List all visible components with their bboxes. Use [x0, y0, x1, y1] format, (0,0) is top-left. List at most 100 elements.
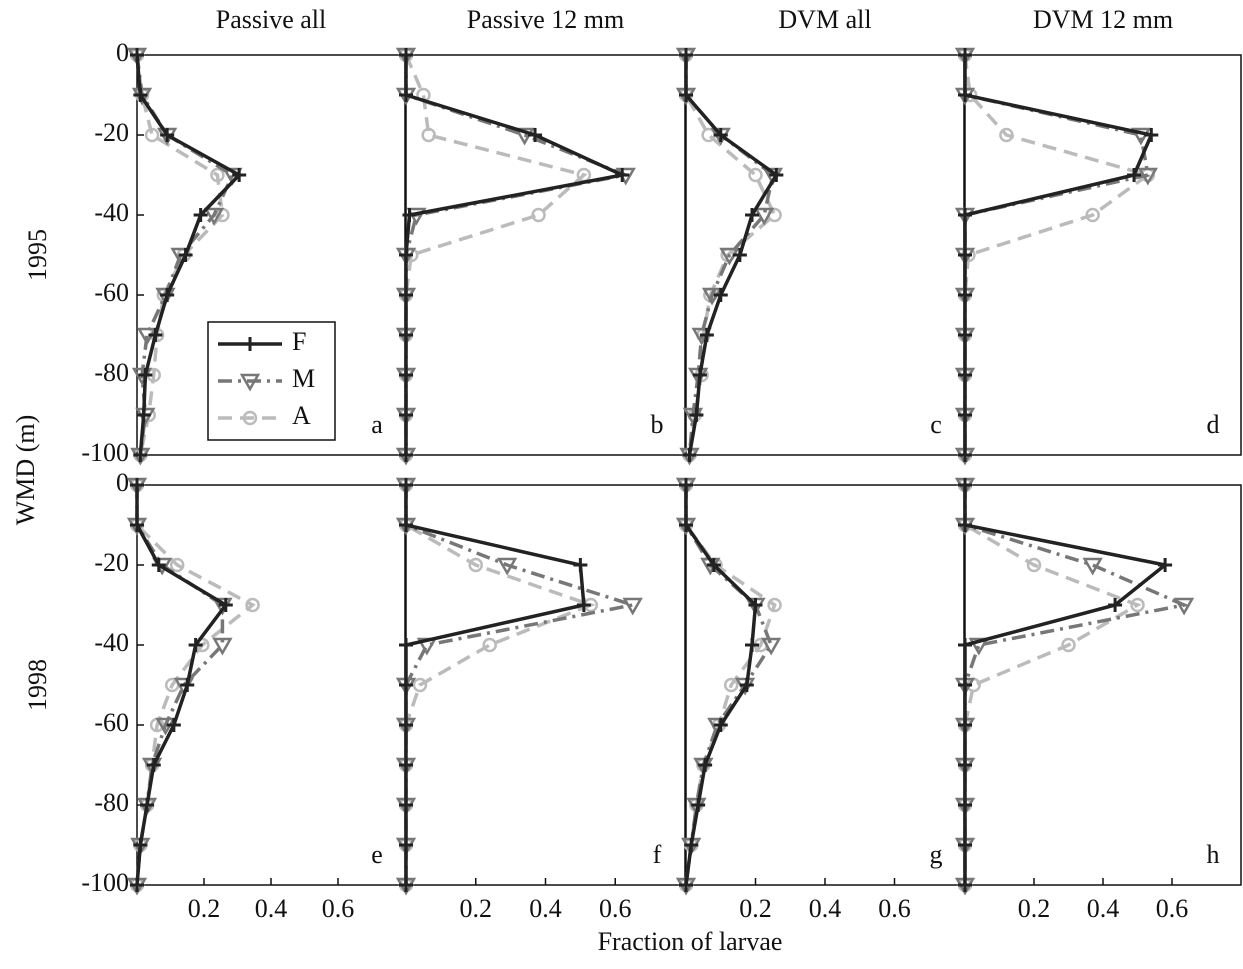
marker-plus	[699, 328, 714, 342]
marker-triangle	[1082, 557, 1103, 576]
marker-triangle	[760, 637, 782, 656]
marker-triangle	[212, 637, 233, 656]
marker-circle	[144, 127, 160, 143]
plot-frame	[964, 484, 1242, 886]
series-line	[404, 485, 586, 885]
marker-plus	[1127, 168, 1142, 182]
marker-plus	[769, 168, 784, 182]
panel-label: c	[930, 410, 942, 439]
x-tick-label: 0.2	[460, 894, 493, 923]
marker-plus	[178, 248, 193, 262]
marker-plus	[399, 678, 413, 692]
marker-plus	[682, 448, 697, 462]
marker-plus	[399, 478, 413, 492]
marker-plus	[1158, 558, 1173, 572]
marker-plus	[399, 758, 413, 772]
marker-plus	[958, 758, 972, 772]
marker-plus	[130, 48, 144, 62]
panel-label: h	[1207, 840, 1220, 869]
marker-plus	[706, 558, 721, 572]
panel-title: DVM 12 mm	[1033, 5, 1173, 34]
marker-plus	[958, 448, 972, 462]
series-line	[684, 55, 779, 456]
panel: h 0.2 0.4 0.6	[954, 477, 1242, 923]
marker-plus	[692, 368, 707, 382]
marker-plus	[698, 758, 713, 772]
marker-plus	[138, 368, 153, 382]
marker-plus	[399, 638, 413, 652]
marker-circle	[1130, 597, 1145, 613]
marker-triangle	[1137, 167, 1159, 186]
marker-plus	[958, 478, 972, 492]
marker-triangle	[203, 207, 225, 226]
series-line	[404, 55, 628, 455]
series-line	[404, 55, 632, 455]
marker-plus	[218, 598, 233, 612]
y-axis-label: WMD (m)	[11, 415, 40, 525]
marker-circle	[1085, 207, 1100, 223]
y-tick-label: 0	[116, 468, 129, 497]
y-tick-label: -20	[94, 118, 129, 147]
panel-title: Passive all	[216, 5, 327, 34]
marker-plus	[399, 88, 413, 102]
panel: DVM all c	[675, 5, 965, 466]
marker-plus	[958, 88, 972, 102]
marker-plus	[399, 408, 413, 422]
series-line	[963, 55, 1154, 455]
marker-circle	[767, 597, 782, 613]
marker-plus	[130, 518, 144, 532]
marker-plus	[958, 288, 972, 302]
marker-plus	[745, 638, 760, 652]
series-line	[135, 485, 256, 886]
x-tick-label: 0.4	[255, 894, 288, 923]
marker-plus	[151, 558, 166, 572]
marker-circle	[1061, 637, 1076, 653]
x-tick-label: 0.2	[739, 894, 772, 923]
marker-plus	[1108, 598, 1123, 612]
marker-plus	[528, 128, 543, 142]
marker-plus	[958, 678, 972, 692]
x-tick-label: 0.4	[529, 894, 562, 923]
legend-label: M	[292, 364, 315, 393]
marker-plus	[402, 208, 417, 222]
marker-plus	[745, 208, 760, 222]
x-axis-label: Fraction of larvae	[598, 927, 783, 956]
y-tick-label: -20	[94, 548, 129, 577]
marker-plus	[958, 518, 972, 532]
marker-plus	[958, 798, 972, 812]
marker-plus	[732, 248, 747, 262]
x-tick-label: 0.2	[188, 894, 221, 923]
marker-triangle	[754, 207, 775, 226]
y-tick-label: -60	[94, 278, 129, 307]
marker-circle	[748, 167, 763, 183]
marker-circle	[421, 127, 436, 143]
marker-plus	[399, 798, 413, 812]
y-tick-label: -60	[94, 708, 129, 737]
marker-triangle	[1173, 597, 1195, 616]
panel-label: b	[651, 410, 664, 439]
series-line	[684, 55, 775, 456]
marker-plus	[399, 48, 413, 62]
marker-plus	[160, 128, 175, 142]
x-tick-label: 0.6	[878, 894, 911, 923]
panel: g 0.2 0.4 0.6	[675, 477, 965, 923]
y-tick-label: -80	[94, 788, 129, 817]
marker-plus	[958, 248, 972, 262]
marker-plus	[232, 168, 247, 182]
marker-plus	[399, 288, 413, 302]
marker-plus	[399, 368, 413, 382]
panel: DVM 12 mm d	[954, 5, 1242, 466]
plot-frame	[405, 484, 686, 886]
marker-plus	[399, 448, 413, 462]
marker-plus	[958, 368, 972, 382]
panel-label: f	[653, 840, 662, 869]
marker-circle	[468, 557, 483, 573]
marker-plus	[958, 638, 972, 652]
marker-circle	[531, 207, 546, 223]
marker-plus	[958, 838, 972, 852]
marker-circle	[1026, 557, 1042, 573]
marker-circle	[412, 677, 428, 693]
marker-plus	[958, 208, 972, 222]
marker-plus	[615, 168, 630, 182]
